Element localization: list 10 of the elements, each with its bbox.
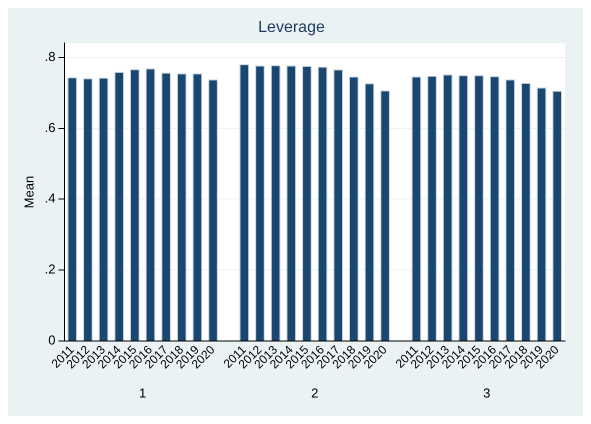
y-tick-label: .8 (44, 48, 56, 64)
y-tick-label: .4 (44, 190, 56, 206)
y-axis-title: Mean (21, 176, 36, 208)
y-tick-label: 0 (48, 332, 56, 348)
text: 3 (483, 386, 490, 401)
text: 1 (139, 386, 146, 401)
y-tick-label: .6 (44, 120, 56, 135)
text: 2 (311, 386, 318, 401)
chart-title: Leverage (258, 19, 325, 36)
y-tick-label: .2 (44, 262, 56, 277)
